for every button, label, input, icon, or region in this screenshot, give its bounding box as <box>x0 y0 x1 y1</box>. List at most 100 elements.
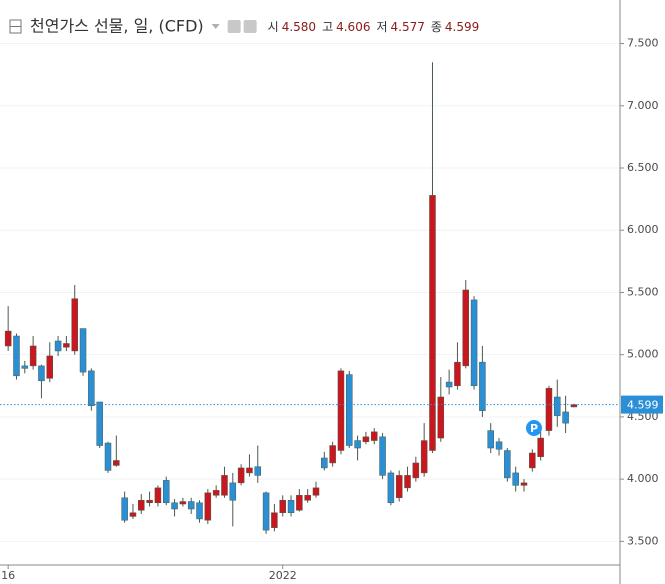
candle-body <box>71 298 78 352</box>
candle-body <box>154 487 162 504</box>
annotation-badge[interactable] <box>526 420 542 436</box>
candle-body <box>204 492 212 521</box>
candle-body <box>570 404 578 408</box>
candle-body <box>437 396 445 439</box>
candle-body <box>529 452 536 469</box>
candle-body <box>329 445 336 464</box>
visibility-icon[interactable] <box>227 20 241 33</box>
ohlc-value: 4.580 <box>282 20 316 34</box>
candle-body <box>96 401 103 446</box>
candle-body <box>537 437 544 457</box>
candle-body <box>479 361 486 411</box>
candle-body <box>229 482 237 501</box>
candle-body <box>404 475 411 489</box>
candle-body <box>187 501 195 510</box>
candle-body <box>104 442 112 471</box>
candle-body <box>495 441 503 450</box>
candle-body <box>13 335 20 377</box>
candle-body <box>46 355 54 379</box>
candle-body <box>370 431 378 441</box>
chart-title: 천연가스 선물, 일, (CFD) <box>30 17 204 36</box>
candle-body <box>4 330 12 347</box>
candle-body <box>287 500 295 513</box>
candle-body <box>146 500 153 504</box>
candle-body <box>512 472 519 486</box>
candle-body <box>138 500 145 511</box>
candle-body <box>29 345 37 367</box>
candle-body <box>21 365 29 369</box>
y-tick-label: 6.500 <box>627 161 659 174</box>
y-tick-label: 7.000 <box>627 99 659 112</box>
candle-body <box>196 502 203 520</box>
candle-body <box>562 411 569 424</box>
ohlc-legend: 시 4.580 고 4.606 저 4.577 종 4.599 <box>268 20 480 34</box>
candle-body <box>312 487 320 496</box>
ohlc-label: 시 <box>268 20 279 34</box>
candle-body <box>362 436 370 443</box>
candle-body <box>271 512 278 528</box>
annotation-text: P <box>530 422 538 435</box>
ohlc-value: 4.599 <box>445 20 479 34</box>
candle-body <box>38 365 45 382</box>
candle-body <box>395 475 403 499</box>
candle-body <box>262 492 270 531</box>
candle-body <box>387 472 395 504</box>
settings-icon[interactable] <box>243 20 257 33</box>
price-label: 4.599 <box>627 399 659 412</box>
candle-body <box>246 467 253 474</box>
candles <box>4 62 578 534</box>
candle-body <box>304 495 311 501</box>
price-label-box <box>621 395 663 414</box>
dropdown-caret[interactable] <box>211 24 220 29</box>
candle-body <box>79 328 87 373</box>
header: 천연가스 선물, 일, (CFD) 시 4.580 고 4.606 저 4.577 종 4.5… <box>9 17 480 36</box>
candle-body <box>162 480 170 504</box>
candle-body <box>487 430 494 449</box>
candle-body <box>279 500 286 513</box>
candle-body <box>337 370 345 451</box>
y-tick-label: 4.000 <box>627 472 659 485</box>
x-tick-label: 16 <box>1 569 15 582</box>
y-tick-label: 5.500 <box>627 285 659 298</box>
y-tick-label: 3.500 <box>627 534 659 547</box>
candle-body <box>212 490 220 496</box>
candle-body <box>462 289 470 367</box>
candle-body <box>121 497 128 521</box>
y-tick-label: 7.500 <box>627 37 659 50</box>
candle-body <box>179 501 187 505</box>
candle-body <box>63 343 70 348</box>
candle-body <box>129 512 137 517</box>
candle-body <box>429 195 436 451</box>
y-tick-label: 6.000 <box>627 223 659 236</box>
grid <box>0 43 620 542</box>
annotation: P <box>526 420 542 436</box>
y-tick-label: 5.000 <box>627 348 659 361</box>
candle-body <box>454 361 461 387</box>
candle-body <box>296 495 303 511</box>
candle-body <box>420 440 428 474</box>
candle-body <box>354 440 361 449</box>
ohlc-label: 저 <box>376 20 387 34</box>
candle-body <box>221 475 228 496</box>
x-tick-label: 2022 <box>269 569 297 582</box>
candle-body <box>545 388 553 431</box>
ohlc-label: 종 <box>431 20 442 34</box>
candle-body <box>554 396 561 416</box>
candle-body <box>237 467 245 484</box>
candle-body <box>346 374 353 446</box>
candle-body <box>254 466 262 476</box>
candle-body <box>504 450 511 479</box>
candle-body <box>412 462 420 479</box>
ohlc-value: 4.577 <box>391 20 425 34</box>
candle-body <box>171 502 178 510</box>
candle-body <box>54 340 62 352</box>
candle-body <box>321 457 328 469</box>
candle-body <box>88 370 95 406</box>
ohlc-value: 4.606 <box>336 20 370 34</box>
candle-body <box>113 460 120 466</box>
ohlc-label: 고 <box>322 20 333 34</box>
candle-body <box>379 436 386 476</box>
candle-body <box>470 299 478 387</box>
candle-body <box>445 381 453 388</box>
